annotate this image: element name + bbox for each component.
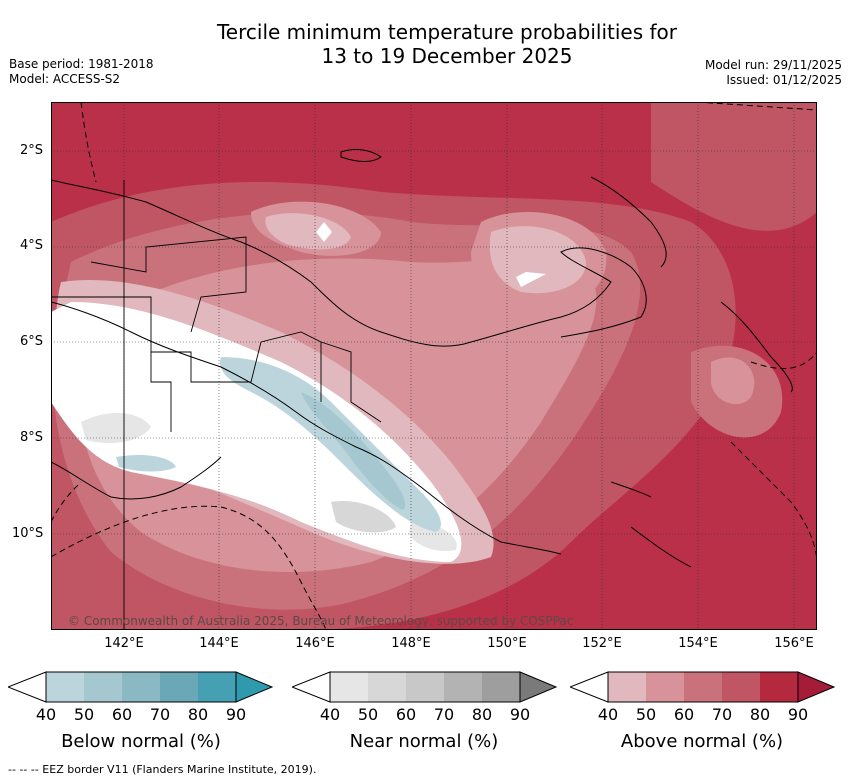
colorbar-below (8, 671, 274, 703)
cb-above-segments (608, 672, 798, 702)
cb-above-seg-60 (684, 672, 722, 702)
cb-near-segments (330, 672, 520, 702)
cb-near-tick: 50 (357, 705, 379, 724)
field-above-40-north (265, 213, 351, 250)
province-borders (51, 180, 382, 630)
issued-date: Issued: 01/12/2025 (726, 73, 842, 87)
cb-below-tick: 80 (187, 705, 209, 724)
cb-below-frame (45, 671, 237, 703)
field-white-diamond-1 (316, 222, 332, 242)
cb-below-seg-50 (84, 672, 122, 702)
cb-above-seg-50 (646, 672, 684, 702)
coastlines (51, 149, 793, 568)
field-near-west (81, 412, 151, 444)
cb-near-seg-60 (406, 672, 444, 702)
cb-below-tick: 50 (73, 705, 95, 724)
map-title: Tercile minimum temperature probabilitie… (0, 20, 850, 68)
cb-below-label: Below normal (%) (61, 731, 221, 752)
cb-above-seg-70 (722, 672, 760, 702)
cb-below-tick: 90 (225, 705, 247, 724)
cb-near-frame (329, 671, 521, 703)
lon-label-152e: 152°E (582, 636, 622, 651)
lat-label-8s: 8°S (20, 430, 44, 445)
lon-label-150e: 150°E (487, 636, 527, 651)
model-name: Model: ACCESS-S2 (9, 72, 121, 86)
cb-near-seg-40 (330, 672, 368, 702)
field-white (51, 302, 462, 562)
cb-near-label: Near normal (%) (349, 731, 499, 752)
copyright-notice: © Commonwealth of Australia 2025, Bureau… (68, 614, 574, 628)
colorbar-near (292, 671, 558, 703)
cb-near-tick: 70 (433, 705, 455, 724)
cb-below-min-cap (8, 671, 47, 703)
cb-below-seg-70 (160, 672, 198, 702)
field-above-70-ne (651, 102, 817, 231)
lat-label-6s: 6°S (20, 334, 44, 349)
field-below-50 (301, 392, 406, 510)
base-period: Base period: 1981-2018 (9, 57, 154, 71)
cb-above-min-cap (570, 671, 609, 703)
cb-above-frame (607, 671, 799, 703)
cb-near-seg-70 (444, 672, 482, 702)
lon-label-142e: 142°E (104, 636, 144, 651)
cb-below-seg-40 (46, 672, 84, 702)
eez-borders (51, 102, 817, 630)
cb-below-tick: 60 (111, 705, 133, 724)
lat-label-2s: 2°S (20, 143, 44, 158)
lat-label-10s: 10°S (12, 526, 44, 541)
map-frame (51, 102, 817, 630)
cb-above-tick: 70 (711, 705, 733, 724)
cb-near-seg-50 (368, 672, 406, 702)
cb-above-max-cap (797, 671, 836, 703)
cb-near-tick: 80 (471, 705, 493, 724)
cb-above-seg-80 (760, 672, 798, 702)
cb-below-tick: 70 (149, 705, 171, 724)
cb-above-tick: 90 (787, 705, 809, 724)
meta-right: Model run: 29/11/2025 Issued: 01/12/2025 (705, 58, 842, 88)
lon-label-148e: 148°E (391, 636, 431, 651)
cb-above-seg-40 (608, 672, 646, 702)
lon-label-146e: 146°E (295, 636, 335, 651)
lon-label-156e: 156°E (774, 636, 814, 651)
eez-footnote: -- -- -- EEZ border V11 (Flanders Marine… (8, 763, 317, 776)
field-below-west (116, 455, 176, 472)
title-line-1: Tercile minimum temperature probabilitie… (216, 20, 678, 44)
cb-near-min-cap (292, 671, 331, 703)
field-near-south (331, 501, 396, 533)
lon-label-154e: 154°E (678, 636, 718, 651)
colorbar-above (570, 671, 836, 703)
probability-map (51, 102, 817, 630)
map-svg (51, 102, 817, 630)
lon-label-144e: 144°E (199, 636, 239, 651)
cb-near-seg-80 (482, 672, 520, 702)
cb-below-seg-60 (122, 672, 160, 702)
cb-below-max-cap (235, 671, 274, 703)
field-above-50-east (711, 357, 755, 405)
cb-near-tick: 40 (319, 705, 341, 724)
cb-near-max-cap (519, 671, 558, 703)
cb-above-tick: 60 (673, 705, 695, 724)
meta-left: Base period: 1981-2018 Model: ACCESS-S2 (9, 57, 154, 87)
lat-label-4s: 4°S (20, 238, 44, 253)
cb-below-tick: 40 (35, 705, 57, 724)
cb-below-seg-80 (198, 672, 236, 702)
cb-above-tick: 40 (597, 705, 619, 724)
field-near-se (409, 522, 457, 552)
cb-above-tick: 80 (749, 705, 771, 724)
cb-near-tick: 60 (395, 705, 417, 724)
cb-above-label: Above normal (%) (620, 731, 784, 752)
model-run: Model run: 29/11/2025 (704, 58, 842, 72)
cb-above-tick: 50 (635, 705, 657, 724)
field-above-40-ne (489, 226, 586, 294)
cb-near-tick: 90 (509, 705, 531, 724)
cb-below-segments (46, 672, 236, 702)
field-white-diamond-2 (516, 272, 546, 287)
title-line-2: 13 to 19 December 2025 (321, 44, 573, 68)
